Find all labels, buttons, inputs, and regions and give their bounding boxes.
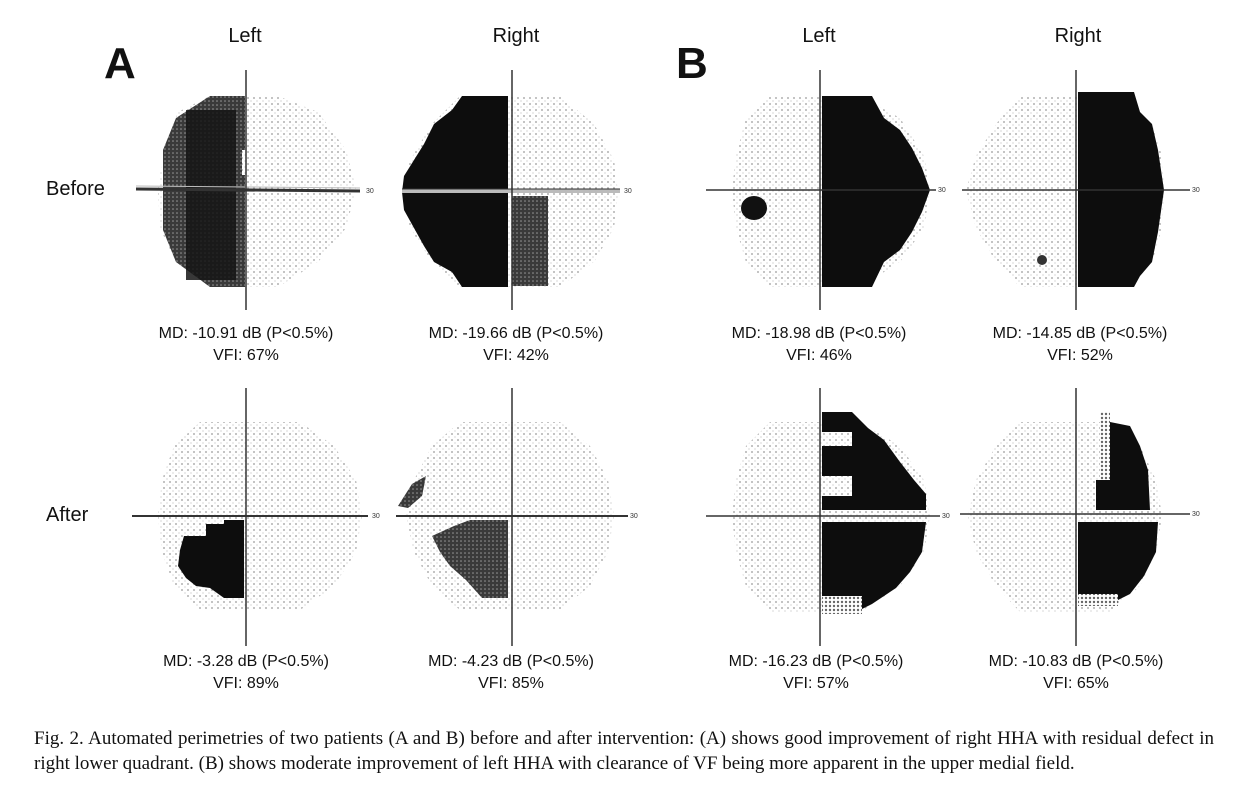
axis-tick-label: 30 <box>1192 511 1200 518</box>
panel-a-right-heading: Right <box>492 25 540 47</box>
field-b-before-right: 30 <box>962 70 1200 310</box>
figure-caption: Fig. 2. Automated perimetries of two pat… <box>34 728 1214 774</box>
axis-tick-label: 30 <box>366 188 374 195</box>
field-a-after-right: 30 <box>396 388 638 646</box>
field-b-before-left: 30 <box>706 70 946 310</box>
a-before-left-md: MD: -10.91 dB (P<0.5%) <box>158 325 334 342</box>
field-a-before-left: 30 <box>135 70 374 310</box>
b-before-left-vfi: VFI: 46% <box>786 347 852 364</box>
field-a-before-right: 30 <box>402 70 632 310</box>
a-after-right-md: MD: -4.23 dB (P<0.5%) <box>428 653 594 670</box>
axis-tick-label: 30 <box>1192 187 1200 194</box>
b-before-left-md: MD: -18.98 dB (P<0.5%) <box>731 325 907 342</box>
field-a-after-left: 30 <box>132 388 380 646</box>
panel-b-right-heading: Right <box>1054 25 1102 47</box>
b-before-right-md: MD: -14.85 dB (P<0.5%) <box>992 325 1168 342</box>
a-before-right-vfi: VFI: 42% <box>483 347 549 364</box>
a-after-right-vfi: VFI: 85% <box>478 675 544 692</box>
axis-tick-label: 30 <box>630 513 638 520</box>
a-after-left-vfi: VFI: 89% <box>213 675 279 692</box>
a-before-left-vfi: VFI: 67% <box>213 347 279 364</box>
a-before-right-md: MD: -19.66 dB (P<0.5%) <box>428 325 604 342</box>
panel-a-left-heading: Left <box>228 25 262 47</box>
axis-tick-label: 30 <box>942 513 950 520</box>
b-after-left-vfi: VFI: 57% <box>783 675 849 692</box>
axis-tick-label: 30 <box>372 513 380 520</box>
b-after-right-md: MD: -10.83 dB (P<0.5%) <box>988 653 1164 670</box>
axis-tick-label: 30 <box>624 188 632 195</box>
b-before-right-vfi: VFI: 52% <box>1047 347 1113 364</box>
row-before-label: Before <box>46 178 105 200</box>
b-after-right-vfi: VFI: 65% <box>1043 675 1109 692</box>
row-after-label: After <box>46 504 89 526</box>
field-b-after-right: 30 <box>960 388 1200 646</box>
a-after-left-md: MD: -3.28 dB (P<0.5%) <box>163 653 329 670</box>
axis-tick-label: 30 <box>938 187 946 194</box>
panel-b-letter: B <box>676 39 708 88</box>
b-after-left-md: MD: -16.23 dB (P<0.5%) <box>728 653 904 670</box>
panel-a-letter: A <box>104 39 136 88</box>
panel-b-left-heading: Left <box>802 25 836 47</box>
field-b-after-left: 30 <box>706 388 950 646</box>
